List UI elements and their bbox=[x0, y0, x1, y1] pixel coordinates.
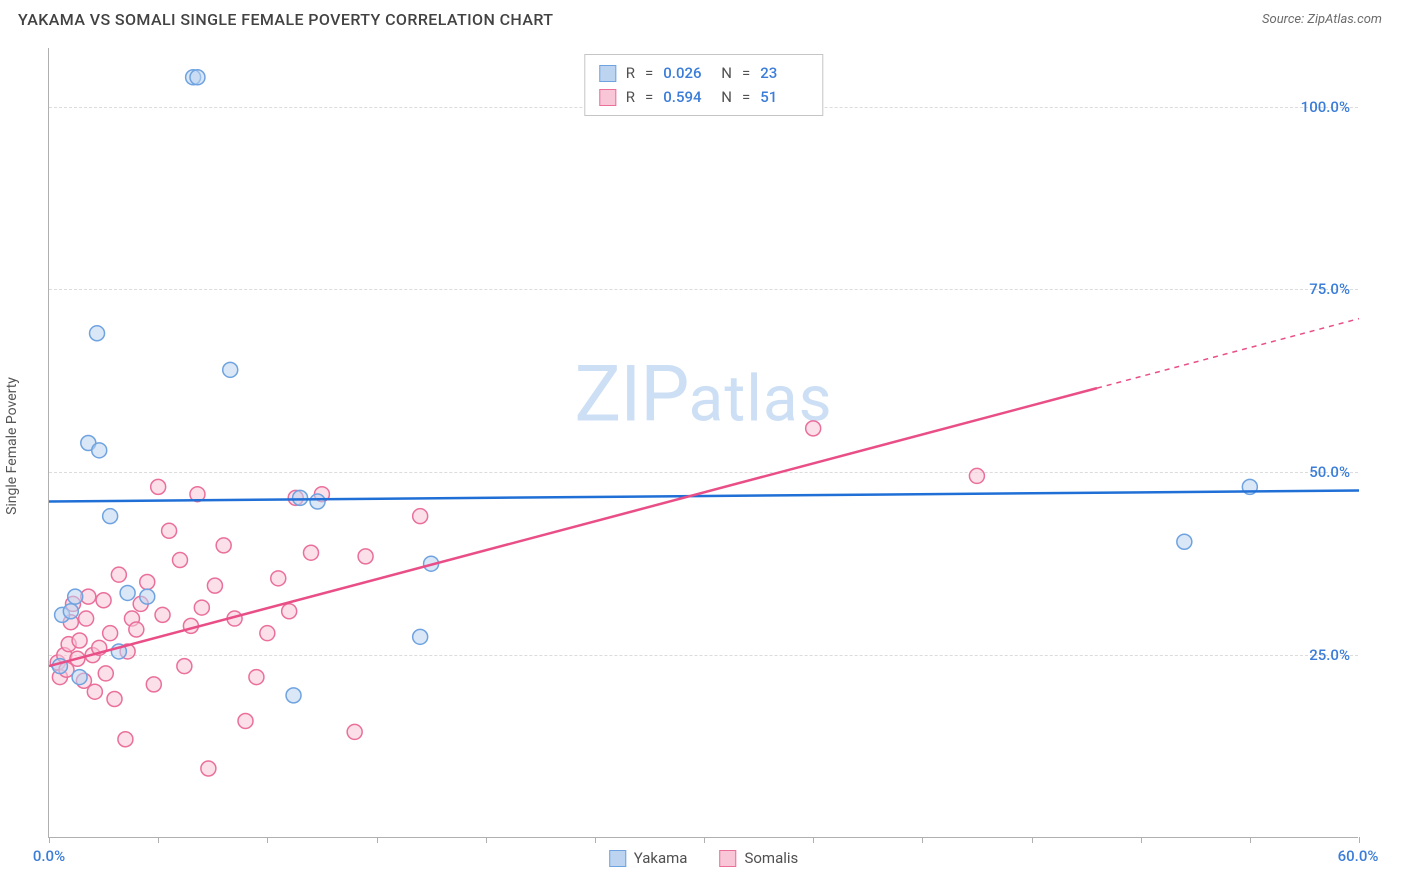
x-tick bbox=[1141, 837, 1142, 843]
x-tick bbox=[49, 837, 50, 843]
data-point-yakama bbox=[72, 670, 87, 685]
legend-swatch-yakama bbox=[609, 850, 626, 867]
data-point-somalis bbox=[79, 611, 94, 626]
data-point-yakama bbox=[120, 585, 135, 600]
data-point-somalis bbox=[216, 538, 231, 553]
data-point-somalis bbox=[238, 713, 253, 728]
data-point-yakama bbox=[286, 688, 301, 703]
data-point-somalis bbox=[98, 666, 113, 681]
data-point-somalis bbox=[129, 622, 144, 637]
data-point-somalis bbox=[103, 626, 118, 641]
data-point-somalis bbox=[260, 626, 275, 641]
y-axis-label: Single Female Poverty bbox=[4, 377, 20, 515]
data-point-yakama bbox=[413, 629, 428, 644]
data-point-somalis bbox=[173, 553, 188, 568]
swatch-yakama bbox=[599, 65, 616, 82]
x-tick bbox=[813, 837, 814, 843]
data-point-somalis bbox=[282, 604, 297, 619]
x-tick bbox=[267, 837, 268, 843]
data-point-somalis bbox=[107, 692, 122, 707]
chart-title: YAKAMA VS SOMALI SINGLE FEMALE POVERTY C… bbox=[18, 10, 553, 29]
x-tick bbox=[377, 837, 378, 843]
x-tick bbox=[595, 837, 596, 843]
data-point-yakama bbox=[63, 604, 78, 619]
data-point-somalis bbox=[155, 607, 170, 622]
data-point-yakama bbox=[103, 509, 118, 524]
x-tick bbox=[1359, 837, 1360, 843]
data-point-yakama bbox=[190, 70, 205, 85]
data-point-somalis bbox=[358, 549, 373, 564]
chart-plot-area: ZIPatlas 25.0%50.0%75.0%100.0% R = 0.026… bbox=[48, 48, 1358, 838]
data-point-yakama bbox=[68, 589, 83, 604]
data-point-somalis bbox=[207, 578, 222, 593]
data-point-somalis bbox=[271, 571, 286, 586]
legend-item-yakama: Yakama bbox=[609, 849, 688, 867]
data-point-somalis bbox=[249, 670, 264, 685]
data-point-somalis bbox=[413, 509, 428, 524]
data-point-yakama bbox=[140, 589, 155, 604]
data-point-somalis bbox=[347, 724, 362, 739]
x-tick bbox=[1250, 837, 1251, 843]
data-point-somalis bbox=[140, 574, 155, 589]
data-point-yakama bbox=[223, 362, 238, 377]
stats-row-yakama: R = 0.026 N = 23 bbox=[599, 61, 808, 85]
data-point-somalis bbox=[96, 593, 111, 608]
scatter-plot-svg bbox=[49, 48, 1358, 837]
legend-swatch-somalis bbox=[719, 850, 736, 867]
x-tick bbox=[1032, 837, 1033, 843]
trendline-dashed-somalis bbox=[1097, 319, 1359, 388]
legend-bottom: Yakama Somalis bbox=[609, 849, 799, 867]
x-tick bbox=[704, 837, 705, 843]
source-attribution: Source: ZipAtlas.com bbox=[1262, 12, 1382, 27]
data-point-yakama bbox=[90, 326, 105, 341]
data-point-somalis bbox=[806, 421, 821, 436]
stats-legend-box: R = 0.026 N = 23 R = 0.594 N = 51 bbox=[584, 54, 823, 116]
data-point-somalis bbox=[969, 468, 984, 483]
data-point-somalis bbox=[201, 761, 216, 776]
data-point-somalis bbox=[72, 633, 87, 648]
data-point-somalis bbox=[162, 523, 177, 538]
x-axis-max-label: 60.0% bbox=[1338, 847, 1379, 865]
data-point-somalis bbox=[87, 684, 102, 699]
data-point-somalis bbox=[177, 659, 192, 674]
stats-row-somalis: R = 0.594 N = 51 bbox=[599, 85, 808, 109]
data-point-somalis bbox=[111, 567, 126, 582]
data-point-yakama bbox=[92, 443, 107, 458]
data-point-yakama bbox=[293, 490, 308, 505]
data-point-yakama bbox=[1177, 534, 1192, 549]
data-point-somalis bbox=[304, 545, 319, 560]
legend-item-somalis: Somalis bbox=[719, 849, 798, 867]
data-point-somalis bbox=[194, 600, 209, 615]
data-point-somalis bbox=[146, 677, 161, 692]
data-point-somalis bbox=[118, 732, 133, 747]
x-tick bbox=[486, 837, 487, 843]
data-point-yakama bbox=[310, 494, 325, 509]
x-tick bbox=[922, 837, 923, 843]
trendline-somalis bbox=[49, 388, 1097, 666]
swatch-somalis bbox=[599, 89, 616, 106]
x-tick bbox=[158, 837, 159, 843]
x-axis-min-label: 0.0% bbox=[33, 847, 65, 865]
data-point-somalis bbox=[151, 479, 166, 494]
